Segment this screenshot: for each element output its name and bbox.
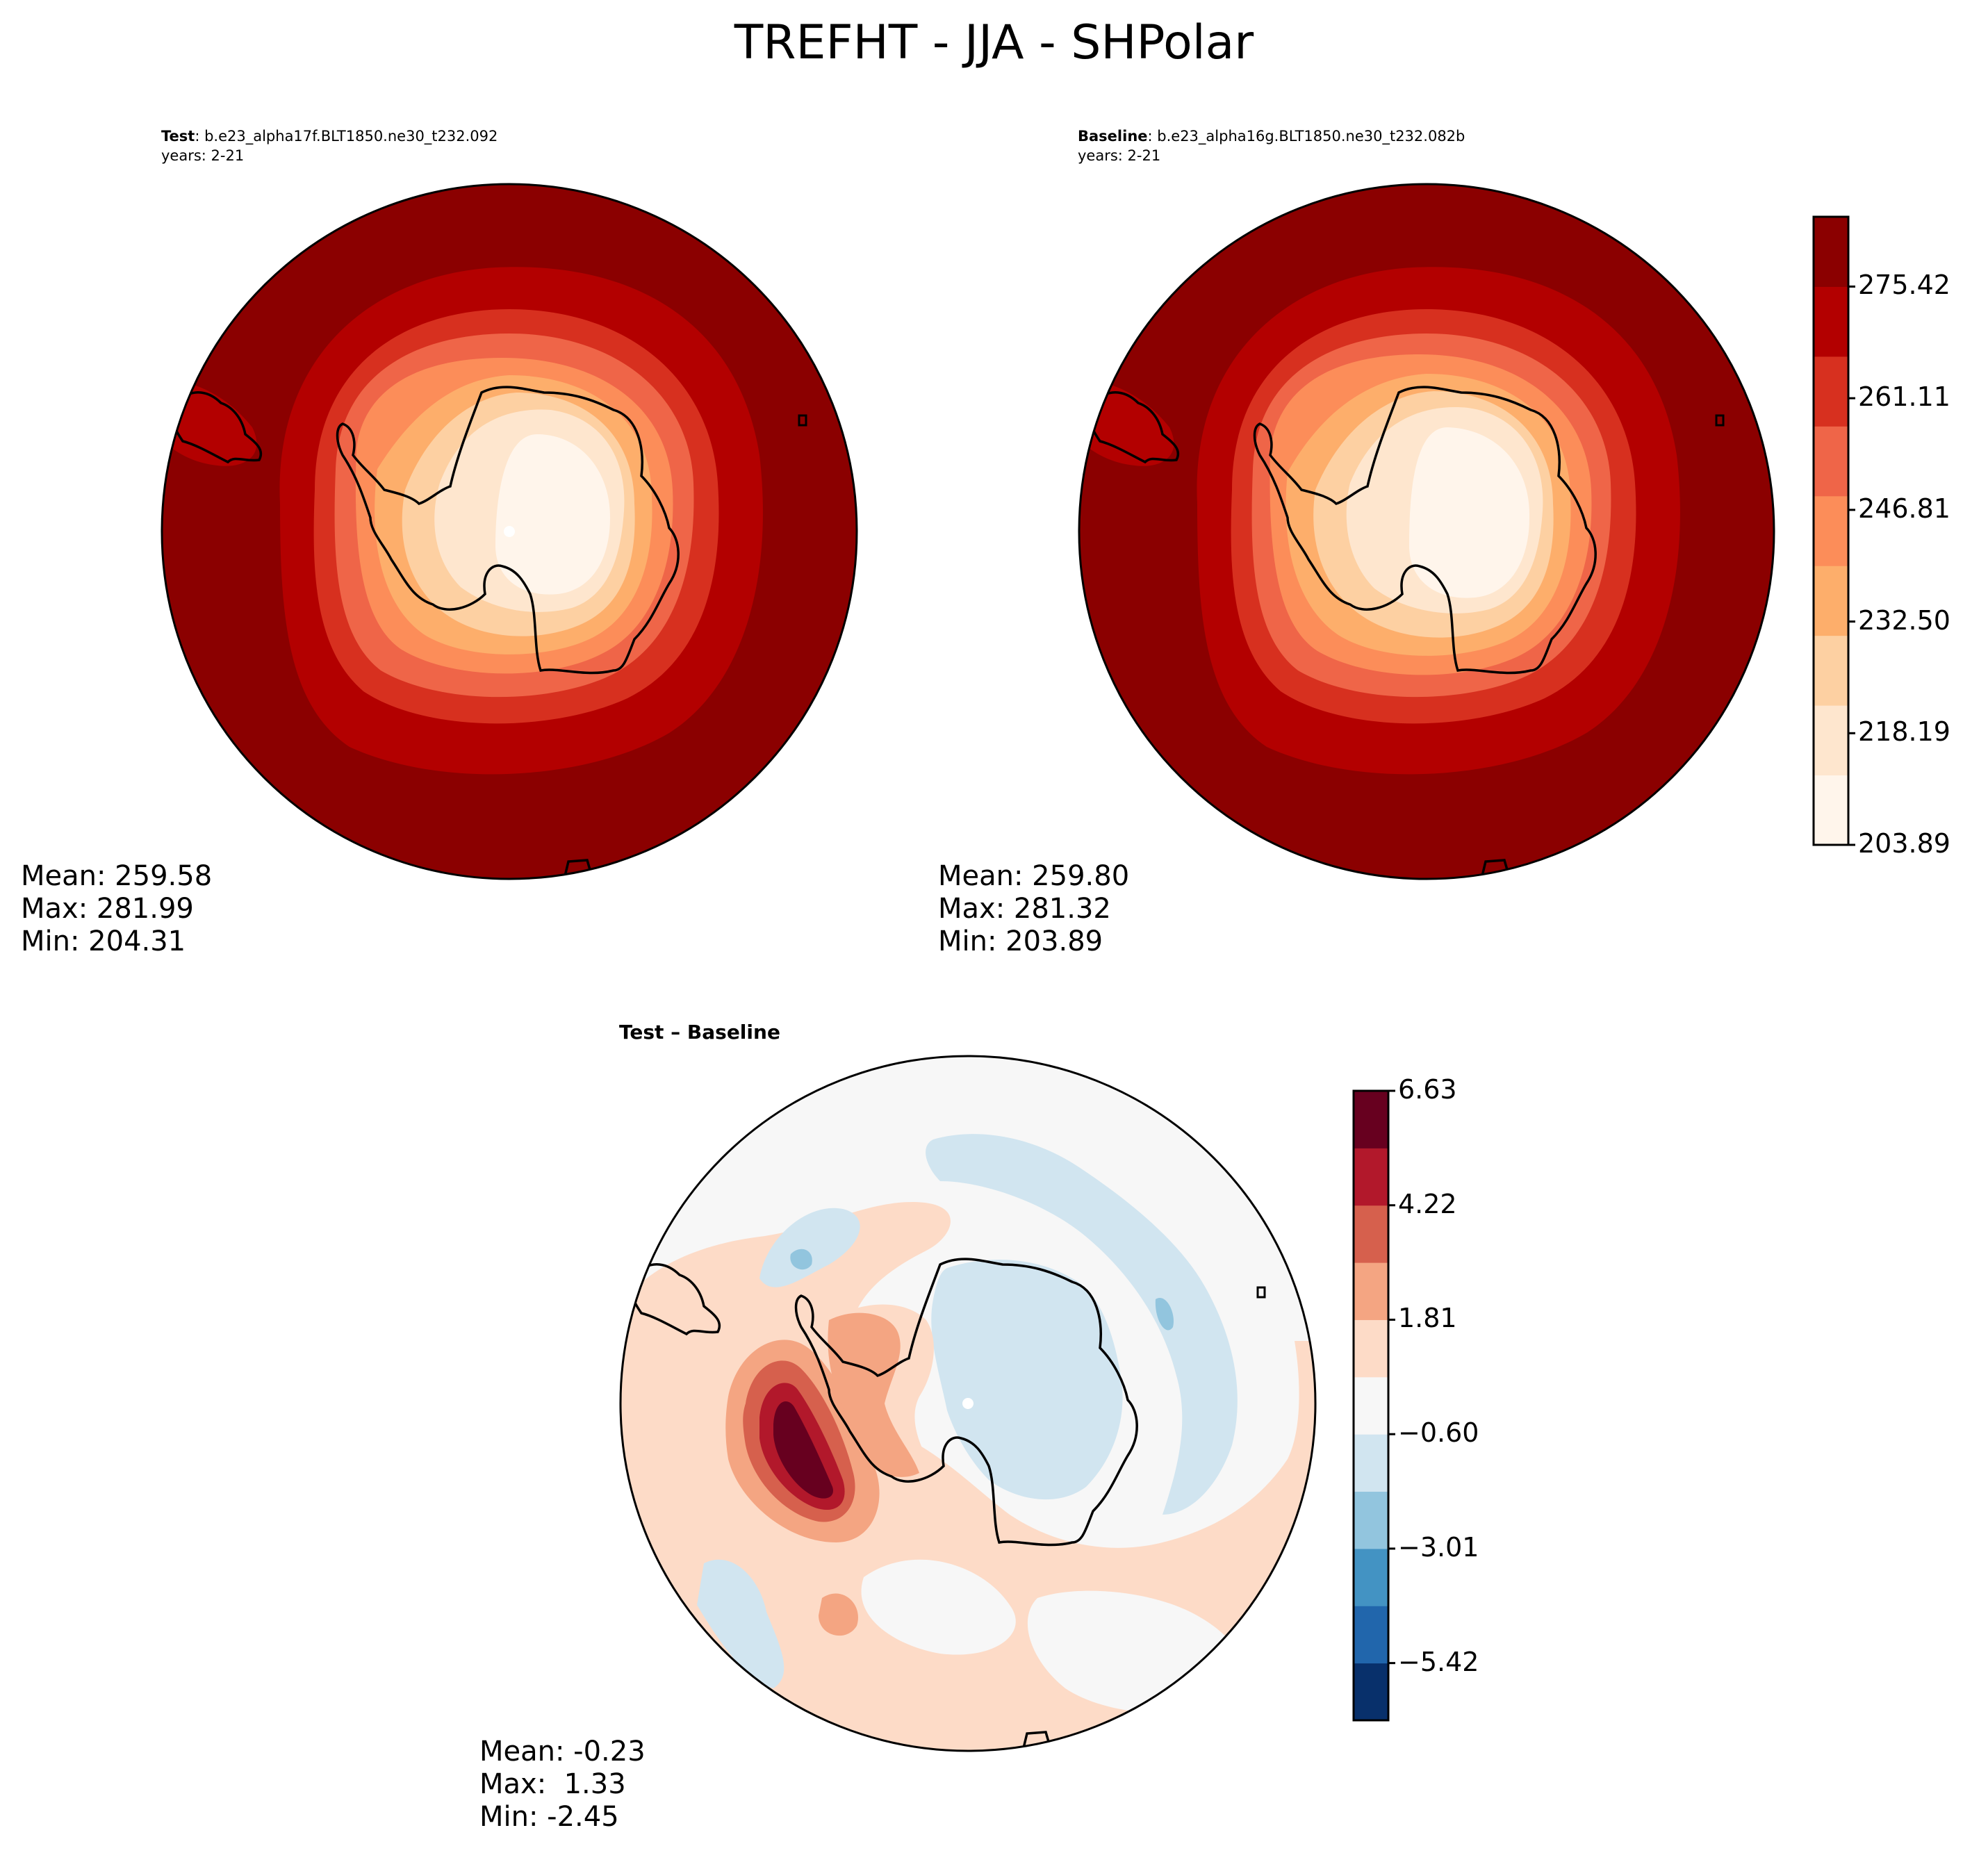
test-panel-subtitle: Test: b.e23_alpha17f.BLT1850.ne30_t232.0… [161,126,498,146]
main-colorbar-tick-label: 275.42 [1858,270,1950,301]
main-colorbar-segment [1814,495,1848,566]
baseline-label: Baseline [1078,128,1148,145]
diff-negative-spot [790,1249,812,1270]
main-colorbar-tick-label: 246.81 [1858,493,1950,524]
test-label: Test [161,128,195,145]
test-max: Max: 281.99 [21,893,194,925]
test-pole-marker [504,526,515,537]
main-colorbar-segment [1814,286,1848,357]
diff-colorbar-segment [1354,1091,1388,1148]
diff-colorbar-segment [1354,1663,1388,1721]
diff-positive-level-2-b [828,1312,919,1477]
diff-colorbar-segment [1354,1376,1388,1435]
diff-colorbar [1352,1089,1395,1722]
diff-colorbar-tick-label: 1.81 [1398,1303,1457,1334]
main-colorbar-tick-label: 203.89 [1858,828,1950,859]
main-colorbar-tick-label: 218.19 [1858,716,1950,748]
test-contour-level-1 [495,434,610,595]
main-colorbar-border [1812,215,1850,846]
test-stats: Mean: 259.58 Max: 281.99 Min: 204.31 [21,860,212,958]
diff-positive-spot [819,1593,858,1636]
baseline-contour-level-1 [1409,427,1530,598]
diff-colorbar-tick-label: 6.63 [1398,1074,1457,1105]
diff-negative-region-east [926,1134,1238,1515]
figure-title: TREFHT - JJA - SHPolar [734,15,1254,70]
diff-colorbar-segment [1354,1606,1388,1664]
main-colorbar-segment [1814,217,1848,287]
diff-panel-title: Test – Baseline [619,1021,780,1044]
diff-negative-region-south [697,1559,784,1688]
baseline-case-name: : b.e23_alpha16g.BLT1850.ne30_t232.082b [1147,128,1465,145]
diff-max: Max: 1.33 [479,1768,626,1800]
test-map [161,183,858,880]
diff-min: Min: -2.45 [479,1801,619,1833]
main-colorbar-segment [1814,635,1848,706]
baseline-map-border [1078,183,1775,880]
main-colorbar-segment [1814,775,1848,846]
diff-map-border [619,1055,1317,1752]
test-map-border [161,183,858,880]
diff-colorbar-segment [1354,1262,1388,1320]
diff-colorbar-segment [1354,1205,1388,1263]
main-colorbar-segment [1814,356,1848,427]
main-colorbar-tick-label: 261.11 [1858,381,1950,413]
baseline-stats: Mean: 259.80 Max: 281.32 Min: 203.89 [938,860,1129,958]
diff-pole-marker [962,1398,974,1409]
baseline-max: Max: 281.32 [938,893,1111,925]
baseline-min: Min: 203.89 [938,925,1103,957]
diff-neutral-band [861,1559,1016,1655]
diff-negative-region-north [759,1208,860,1287]
test-case-name: : b.e23_alpha17f.BLT1850.ne30_t232.092 [195,128,498,145]
diff-colorbar-tick-label: −3.01 [1398,1531,1479,1563]
diff-colorbar-border [1352,1089,1390,1722]
diff-colorbar-tick-label: −5.42 [1398,1646,1479,1677]
diff-negative-region-antarctica [931,1260,1123,1500]
diff-colorbar-segment [1354,1491,1388,1549]
diff-island-coastline [1021,1731,1052,1751]
test-island-coastline [563,859,593,879]
main-colorbar-segment [1814,426,1848,497]
diff-colorbar-tick-label: −0.60 [1398,1417,1479,1449]
baseline-years: years: 2-21 [1078,147,1161,164]
main-colorbar-tick-label: 232.50 [1858,604,1950,636]
diff-colorbar-segment [1354,1148,1388,1206]
baseline-panel-subtitle: Baseline: b.e23_alpha16g.BLT1850.ne30_t2… [1078,126,1465,146]
diff-island-coastline-2 [1256,1286,1266,1299]
diff-colorbar-segment [1354,1319,1388,1378]
test-years: years: 2-21 [161,147,245,164]
diff-colorbar-segment [1354,1434,1388,1492]
diff-negative-spot-2 [1155,1298,1174,1331]
diff-mean: Mean: -0.23 [479,1736,646,1768]
baseline-mean: Mean: 259.80 [938,860,1130,892]
main-colorbar-segment [1814,705,1848,776]
test-mean: Mean: 259.58 [21,860,213,892]
baseline-map [1078,183,1775,880]
diff-stats: Mean: -0.23 Max: 1.33 Min: -2.45 [479,1736,646,1834]
baseline-island-coastline-2 [1715,414,1725,427]
diff-map [619,1055,1317,1752]
main-colorbar [1812,215,1855,846]
diff-colorbar-tick-label: 4.22 [1398,1188,1457,1219]
test-min: Min: 204.31 [21,925,186,957]
diff-positive-level-5 [773,1401,833,1499]
test-island-coastline-2 [798,414,807,427]
main-colorbar-segment [1814,566,1848,636]
diff-colorbar-segment [1354,1548,1388,1606]
baseline-island-coastline [1480,859,1511,879]
